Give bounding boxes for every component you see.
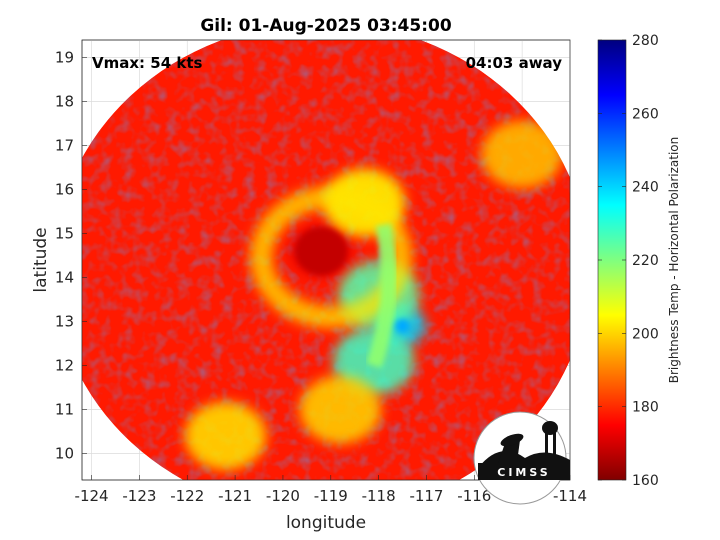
feature-outer-band [299, 375, 382, 444]
feature-ne-band [481, 120, 563, 189]
cimss-logo: CIMSS [473, 411, 570, 505]
y-tick-label: 19 [55, 49, 74, 67]
x-tick-label: -122 [170, 487, 204, 505]
y-tick-label: 12 [55, 357, 74, 375]
x-tick-label: -119 [314, 487, 348, 505]
y-tick-label: 17 [55, 137, 74, 155]
colorbar-ticks: 160 180 200 220 240 260 280 [598, 33, 659, 489]
x-tick-label: -118 [362, 487, 396, 505]
feature-outer-band-sw [184, 402, 267, 470]
colorbar-tick-label: 220 [632, 253, 659, 269]
colorbar-tick-label: 260 [632, 106, 659, 122]
x-tick-label: -120 [266, 487, 300, 505]
y-axis-label: latitude [31, 227, 51, 292]
x-tick-label: -124 [75, 487, 109, 505]
colorbar [597, 39, 627, 481]
colorbar-tick-label: 180 [632, 400, 659, 416]
y-tick-label: 18 [55, 93, 74, 111]
colorbar-tick-label: 200 [632, 326, 659, 342]
x-tick-label: -117 [409, 487, 443, 505]
x-axis-label: longitude [286, 513, 366, 533]
y-tick-label: 10 [55, 445, 74, 463]
x-tick-label: -121 [218, 487, 252, 505]
swath-image [82, 40, 570, 480]
colorbar-label: Brightness Temp - Horizontal Polarizatio… [667, 137, 681, 384]
time-away-annotation: 04:03 away [466, 54, 563, 72]
x-tick-label: -116 [457, 487, 491, 505]
x-tick-label: -114 [553, 487, 587, 505]
colorbar-tick-label: 280 [632, 33, 659, 49]
colorbar-tick-label: 160 [632, 473, 659, 489]
svg-text:CIMSS: CIMSS [497, 466, 550, 479]
x-tick-label: -123 [122, 487, 156, 505]
chart-title: Gil: 01-Aug-2025 03:45:00 [200, 16, 451, 36]
y-tick-label: 14 [55, 269, 74, 287]
y-axis-ticks: 10 11 12 13 14 15 16 17 18 19 [55, 49, 87, 463]
vmax-annotation: Vmax: 54 kts [92, 54, 202, 72]
y-tick-label: 15 [55, 225, 74, 243]
y-tick-label: 13 [55, 313, 74, 331]
y-tick-label: 16 [55, 181, 74, 199]
colorbar-tick-label: 240 [632, 180, 659, 196]
y-tick-label: 11 [55, 401, 74, 419]
